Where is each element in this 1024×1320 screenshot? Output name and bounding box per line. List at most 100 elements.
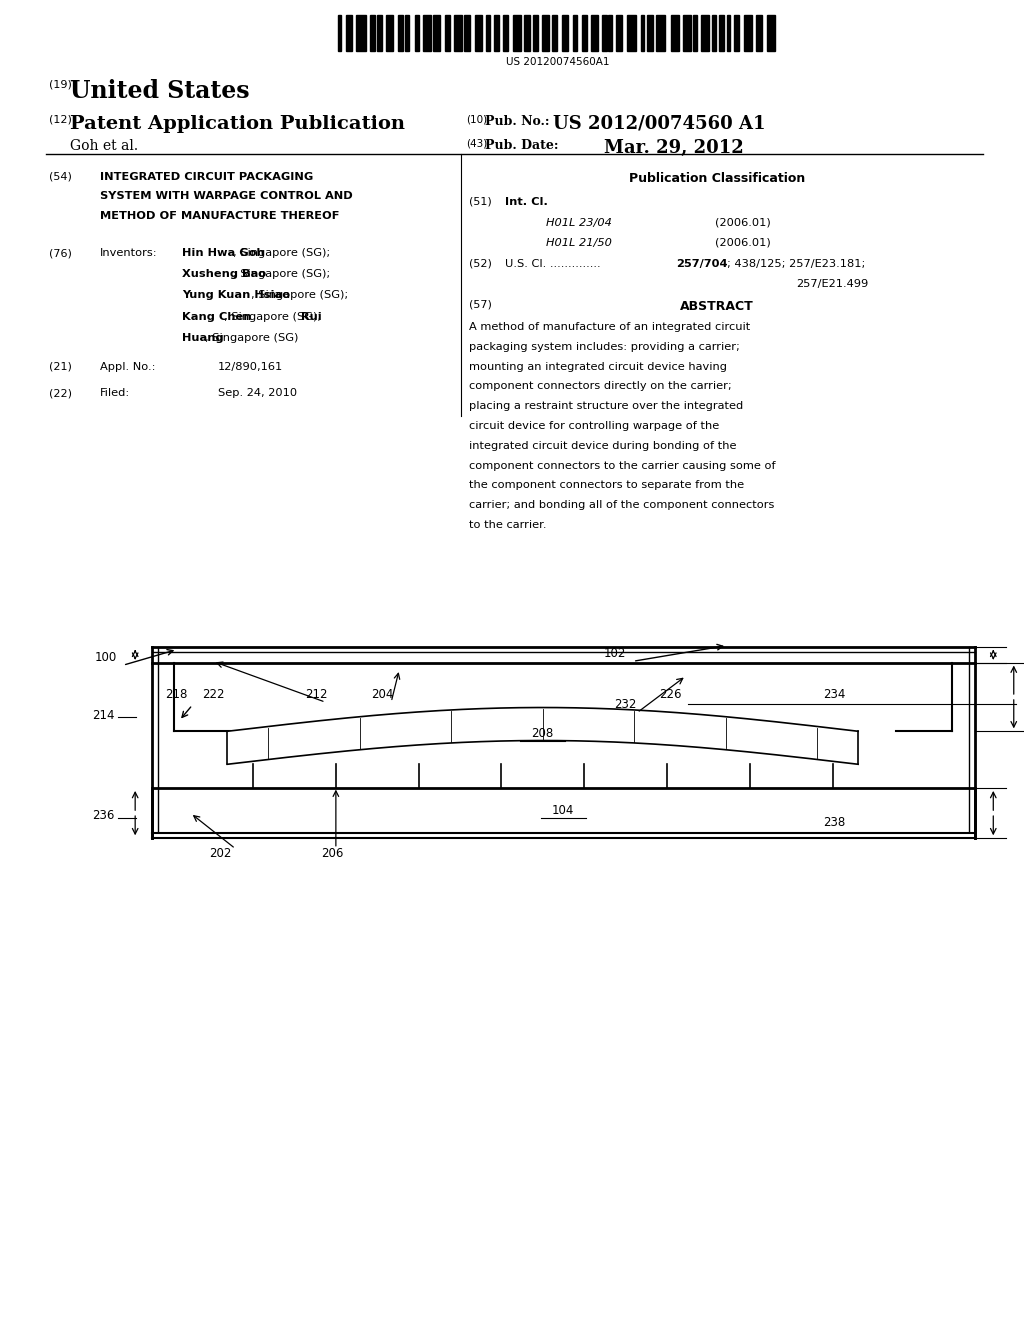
Bar <box>719 15 724 51</box>
Bar <box>523 15 530 51</box>
Bar <box>701 15 709 51</box>
Text: Inventors:: Inventors: <box>100 248 158 259</box>
Text: United States: United States <box>70 79 249 103</box>
Bar <box>591 15 598 51</box>
Bar <box>454 15 462 51</box>
Bar <box>601 15 607 51</box>
Text: carrier; and bonding all of the component connectors: carrier; and bonding all of the componen… <box>469 500 774 511</box>
Text: packaging system includes: providing a carrier;: packaging system includes: providing a c… <box>469 342 740 352</box>
Bar <box>464 15 470 51</box>
Text: integrated circuit device during bonding of the: integrated circuit device during bonding… <box>469 441 736 451</box>
Text: SYSTEM WITH WARPAGE CONTROL AND: SYSTEM WITH WARPAGE CONTROL AND <box>100 191 353 202</box>
Text: 208: 208 <box>531 727 554 739</box>
Bar <box>503 15 508 51</box>
Text: ABSTRACT: ABSTRACT <box>680 300 754 313</box>
Bar <box>542 15 549 51</box>
Text: 102: 102 <box>604 647 627 660</box>
Bar <box>727 15 730 51</box>
Text: 226: 226 <box>659 688 682 701</box>
Text: (43): (43) <box>466 139 487 149</box>
Text: , Singapore (SG);: , Singapore (SG); <box>232 269 330 280</box>
Text: H01L 23/04: H01L 23/04 <box>546 218 611 228</box>
Text: (57): (57) <box>469 300 492 310</box>
Text: Publication Classification: Publication Classification <box>629 172 805 185</box>
Bar <box>404 15 410 51</box>
Text: 222: 222 <box>202 688 224 701</box>
Bar <box>423 15 431 51</box>
Bar <box>616 15 623 51</box>
Text: 234: 234 <box>823 688 846 701</box>
Text: (2006.01): (2006.01) <box>715 238 770 248</box>
Text: 212: 212 <box>305 688 328 701</box>
Text: (21): (21) <box>49 362 72 372</box>
Bar <box>683 15 691 51</box>
Bar <box>641 15 644 51</box>
Text: , Singapore (SG);: , Singapore (SG); <box>223 312 325 322</box>
Text: Pub. No.:: Pub. No.: <box>485 115 550 128</box>
Text: Filed:: Filed: <box>100 388 131 399</box>
Text: Rui: Rui <box>301 312 322 322</box>
Text: Xusheng Bao: Xusheng Bao <box>182 269 266 280</box>
Bar <box>356 15 366 51</box>
Text: 104: 104 <box>552 804 574 817</box>
Bar <box>475 15 482 51</box>
Bar <box>486 15 490 51</box>
Text: (52): (52) <box>469 259 492 269</box>
Text: Mar. 29, 2012: Mar. 29, 2012 <box>604 139 743 157</box>
Bar <box>346 15 351 51</box>
Text: Huang: Huang <box>182 333 224 343</box>
Bar <box>562 15 567 51</box>
Bar <box>655 15 665 51</box>
Text: 236: 236 <box>92 809 115 822</box>
Bar <box>433 15 439 51</box>
Bar <box>397 15 402 51</box>
Text: the component connectors to separate from the: the component connectors to separate fro… <box>469 480 744 491</box>
Text: (51): (51) <box>469 197 492 207</box>
Bar <box>767 15 775 51</box>
Bar <box>671 15 679 51</box>
Text: 202: 202 <box>209 847 231 861</box>
Text: 238: 238 <box>823 816 846 829</box>
Bar <box>647 15 653 51</box>
Text: component connectors directly on the carrier;: component connectors directly on the car… <box>469 381 732 392</box>
Text: (2006.01): (2006.01) <box>715 218 770 228</box>
Text: INTEGRATED CIRCUIT PACKAGING: INTEGRATED CIRCUIT PACKAGING <box>100 172 313 182</box>
Text: Int. Cl.: Int. Cl. <box>505 197 548 207</box>
Bar <box>552 15 557 51</box>
Text: (12): (12) <box>49 115 72 125</box>
Bar <box>582 15 588 51</box>
Text: 214: 214 <box>92 709 115 722</box>
Bar <box>415 15 419 51</box>
Text: 232: 232 <box>614 698 637 711</box>
Text: , Singapore (SG);: , Singapore (SG); <box>232 248 330 259</box>
Text: 100: 100 <box>94 651 117 664</box>
Text: (54): (54) <box>49 172 72 182</box>
Bar <box>713 15 716 51</box>
Text: Appl. No.:: Appl. No.: <box>100 362 156 372</box>
Text: (22): (22) <box>49 388 72 399</box>
Text: mounting an integrated circuit device having: mounting an integrated circuit device ha… <box>469 362 727 372</box>
Bar <box>494 15 499 51</box>
Text: A method of manufacture of an integrated circuit: A method of manufacture of an integrated… <box>469 322 751 333</box>
Text: Sep. 24, 2010: Sep. 24, 2010 <box>218 388 297 399</box>
Text: Goh et al.: Goh et al. <box>70 139 138 153</box>
Bar <box>627 15 636 51</box>
Text: 12/890,161: 12/890,161 <box>218 362 284 372</box>
Text: 257/704: 257/704 <box>676 259 727 269</box>
Text: component connectors to the carrier causing some of: component connectors to the carrier caus… <box>469 461 775 471</box>
Bar <box>744 15 753 51</box>
Bar <box>734 15 739 51</box>
Bar <box>756 15 762 51</box>
Text: 218: 218 <box>165 688 187 701</box>
Bar <box>338 15 341 51</box>
Bar <box>608 15 611 51</box>
Text: 204: 204 <box>371 688 393 701</box>
Text: US 2012/0074560 A1: US 2012/0074560 A1 <box>553 115 766 133</box>
Bar <box>385 15 392 51</box>
Text: to the carrier.: to the carrier. <box>469 520 547 531</box>
Text: (19): (19) <box>49 79 72 90</box>
Text: ; 438/125; 257/E23.181;: ; 438/125; 257/E23.181; <box>727 259 865 269</box>
Bar <box>693 15 697 51</box>
Text: circuit device for controlling warpage of the: circuit device for controlling warpage o… <box>469 421 719 432</box>
Text: 206: 206 <box>322 847 344 861</box>
